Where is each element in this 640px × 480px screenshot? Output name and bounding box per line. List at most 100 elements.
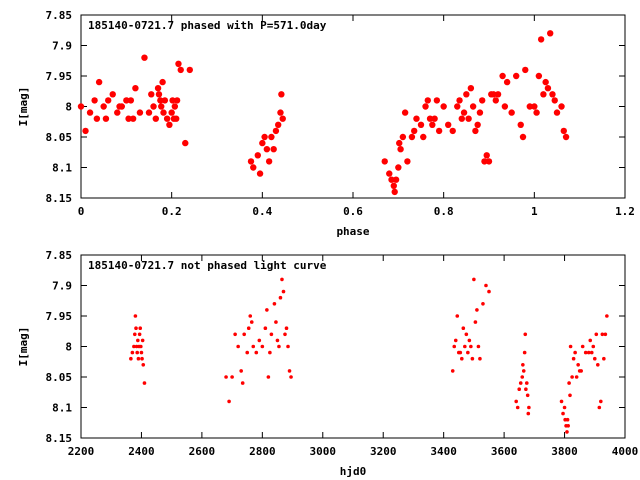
data-point [279, 115, 286, 122]
data-point [259, 139, 266, 147]
data-point [136, 109, 144, 116]
data-point [519, 133, 527, 141]
data-point [118, 103, 126, 110]
data-point [568, 344, 573, 349]
data-point [125, 115, 132, 122]
data-point [472, 127, 479, 135]
data-point [463, 91, 470, 98]
data-point [248, 314, 253, 318]
data-point [467, 85, 475, 92]
data-point [270, 146, 277, 153]
data-point [127, 97, 135, 104]
data-point [275, 338, 280, 343]
data-point [265, 308, 269, 312]
data-point [449, 127, 456, 135]
y-tick-label: 7.85 [46, 249, 73, 262]
data-point [485, 158, 493, 165]
data-point [287, 369, 292, 373]
data-point [245, 350, 250, 355]
data-point [589, 350, 594, 355]
data-point [160, 109, 167, 116]
x-tick-label: 4000 [612, 445, 639, 458]
data-point [274, 320, 278, 324]
data-point [397, 146, 404, 153]
data-point [514, 399, 518, 404]
data-point [594, 332, 599, 337]
data-point [431, 115, 438, 122]
x-tick-label: 2800 [249, 445, 276, 458]
data-point [391, 188, 398, 196]
data-point [242, 332, 246, 337]
x-tick-label: 0.2 [162, 205, 182, 218]
data-point [515, 405, 520, 410]
data-point [583, 350, 588, 355]
x-tick-label: 3400 [430, 445, 457, 458]
data-point [140, 338, 145, 343]
x-tick-label: 1 [531, 205, 538, 218]
data-point [484, 283, 488, 288]
data-point [411, 127, 418, 135]
data-point [246, 326, 251, 331]
data-point [157, 97, 164, 104]
data-point [123, 97, 130, 104]
data-point [404, 158, 411, 165]
data-point [138, 326, 143, 331]
data-point [481, 158, 488, 165]
x-tick-label: 0.4 [252, 205, 272, 218]
data-point [562, 405, 567, 410]
data-point [136, 338, 140, 343]
data-point [280, 277, 284, 282]
data-point [465, 115, 472, 122]
data-point [571, 356, 576, 361]
data-point [381, 158, 388, 165]
data-point [474, 121, 481, 128]
data-point [148, 91, 155, 98]
data-point [169, 97, 176, 104]
data-point [558, 103, 565, 110]
y-tick-label: 7.95 [46, 310, 73, 323]
data-point [605, 314, 609, 318]
data-point [399, 133, 407, 141]
data-point [182, 139, 189, 147]
data-point [460, 356, 464, 361]
data-point [503, 78, 511, 86]
data-point [263, 326, 268, 331]
data-point [263, 146, 271, 153]
data-point [494, 91, 502, 98]
data-point [565, 430, 569, 434]
data-point [547, 30, 554, 37]
y-tick-label: 8.1 [52, 162, 72, 175]
x-tick-label: 3000 [310, 445, 337, 458]
data-point [173, 97, 181, 104]
x-axis-title: hjd0 [340, 465, 367, 478]
data-point [100, 103, 107, 110]
data-point [476, 344, 481, 349]
data-point [576, 363, 580, 367]
y-tick-label: 8.15 [46, 192, 73, 205]
data-point [137, 332, 142, 337]
data-point [286, 344, 290, 349]
data-point [426, 115, 434, 122]
data-point [559, 399, 564, 404]
data-point [483, 152, 490, 159]
data-point [565, 417, 570, 422]
y-tick-label: 7.85 [46, 9, 73, 22]
data-point [478, 356, 482, 361]
data-point [535, 72, 543, 80]
x-tick-label: 0.8 [434, 205, 454, 218]
data-point [524, 387, 528, 392]
data-point [574, 375, 579, 379]
data-point [517, 121, 524, 128]
data-point [109, 91, 116, 98]
data-point [132, 85, 139, 92]
data-point [526, 411, 531, 416]
data-point [395, 164, 402, 171]
y-tick-label: 7.9 [52, 280, 72, 293]
data-point [129, 115, 137, 122]
data-point [155, 91, 163, 98]
x-tick-label: 1.2 [615, 205, 635, 218]
data-point [456, 97, 463, 104]
data-point [272, 127, 280, 135]
data-point [247, 158, 255, 165]
